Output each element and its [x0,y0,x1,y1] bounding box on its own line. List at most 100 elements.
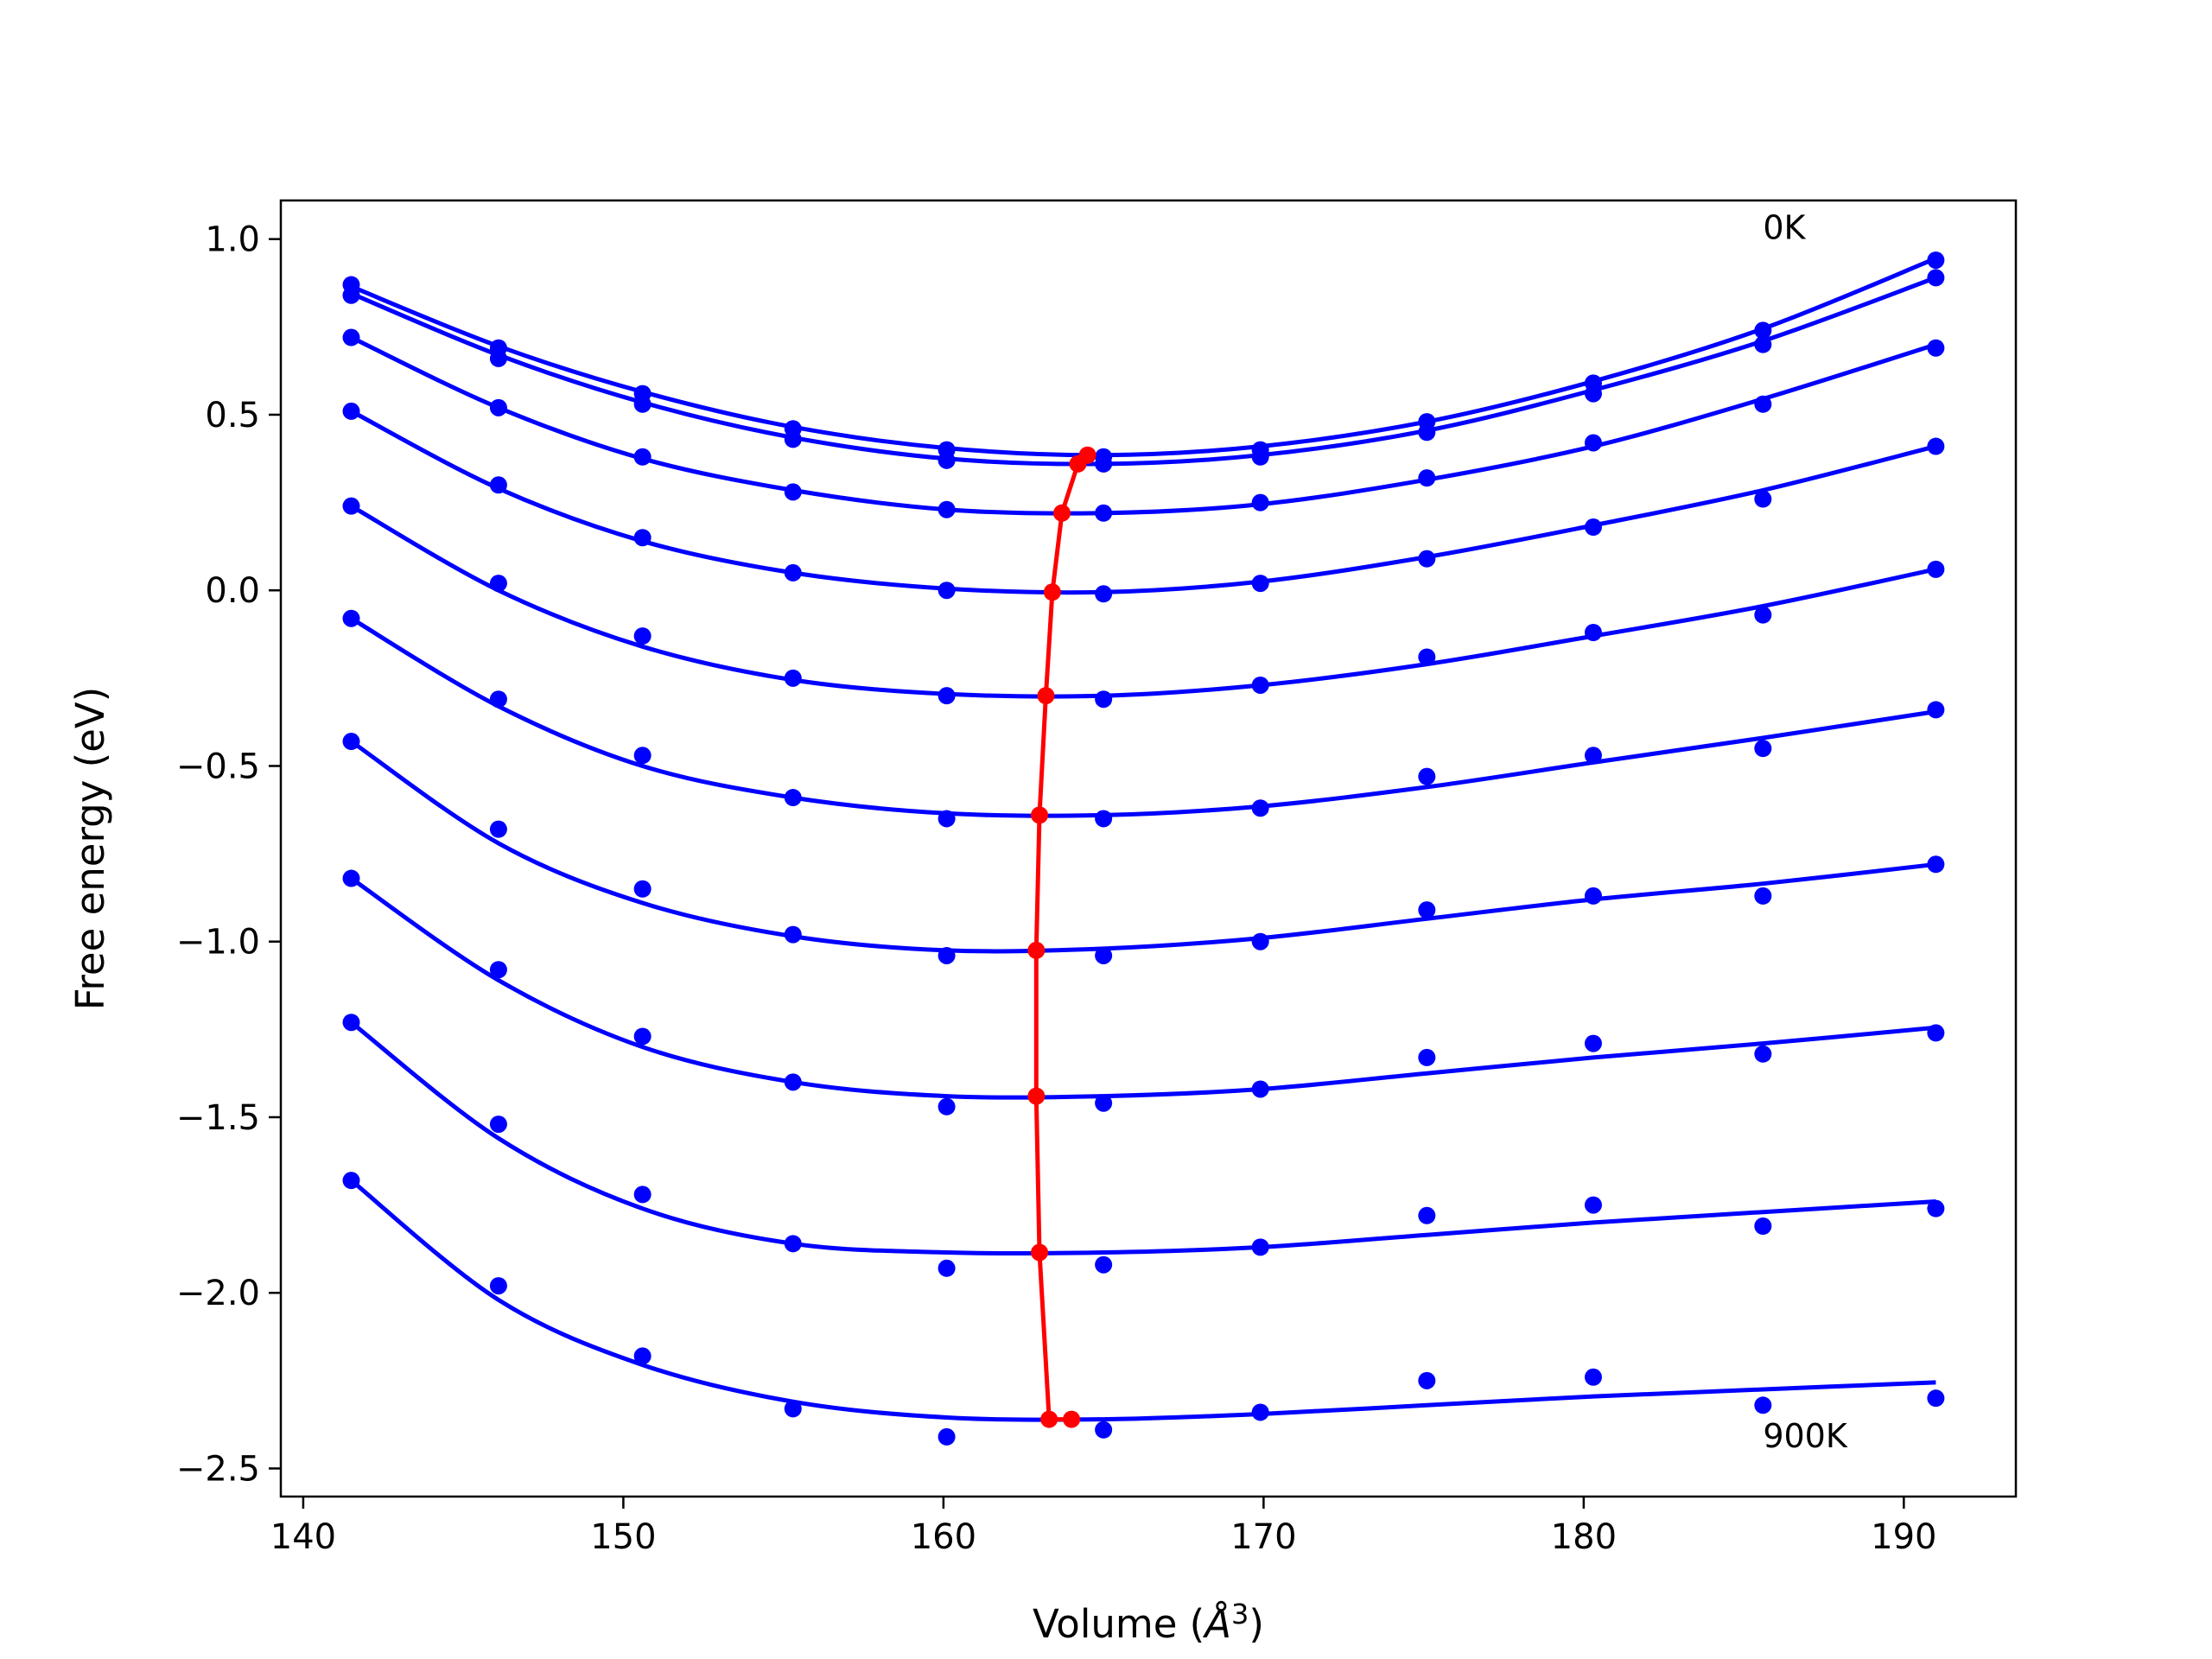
data-point-1-8 [1584,385,1602,403]
series-3 [342,402,1945,603]
data-point-6-3 [784,925,802,944]
data-point-8-10 [1927,1199,1945,1217]
series-6 [342,733,1945,964]
series-8 [342,1014,1945,1277]
minimum-point-5 [1031,806,1049,824]
data-point-9-5 [1095,1421,1113,1439]
data-point-8-5 [1095,1255,1113,1274]
data-point-4-6 [1251,676,1269,694]
data-point-6-4 [938,946,956,964]
series-4 [342,497,1945,709]
data-point-9-9 [1754,1396,1772,1414]
y-tick-label-2: 0.0 [205,571,260,611]
data-point-8-0 [342,1014,360,1032]
data-point-7-7 [1418,1048,1436,1066]
data-point-6-7 [1418,901,1436,919]
minimum-point-3 [1043,583,1061,601]
data-point-8-1 [489,1116,507,1134]
data-point-8-4 [938,1259,956,1277]
data-point-3-4 [938,582,956,600]
data-point-5-9 [1754,740,1772,758]
fit-curve-8 [349,1020,1936,1256]
x-tick-label-0: 140 [270,1517,336,1557]
x-axis-label: Volume (Å3) [1033,1598,1264,1647]
data-point-3-1 [489,476,507,494]
data-point-5-7 [1418,767,1436,785]
minimum-point-1 [1069,454,1087,473]
series-2 [342,328,1945,522]
minimum-point-10 [1063,1410,1081,1428]
data-point-7-6 [1251,1080,1269,1098]
y-tick-label-5: −1.5 [176,1098,260,1138]
data-point-7-2 [633,1027,652,1046]
y-tick-label-0: 1.0 [205,220,260,260]
minimum-point-4 [1037,687,1055,705]
data-point-8-2 [633,1185,652,1204]
annotation-0k: 0K [1763,209,1806,247]
data-point-1-10 [1927,269,1945,287]
data-point-6-2 [633,880,652,898]
minimum-point-9 [1040,1410,1058,1428]
axes-frame [279,199,2018,1498]
data-point-2-7 [1418,469,1436,487]
data-point-9-0 [342,1172,360,1190]
data-point-5-1 [489,690,507,709]
data-point-5-5 [1095,810,1113,828]
minimum-point-7 [1027,1087,1046,1105]
fit-curve-9 [349,1179,1936,1422]
data-point-5-3 [784,789,802,807]
series-7 [342,869,1945,1116]
data-point-5-4 [938,810,956,828]
y-tick-label-4: −1.0 [176,923,260,963]
data-point-0-10 [1927,251,1945,270]
data-point-1-1 [489,349,507,367]
minimum-point-2 [1052,504,1071,522]
y-tick-label-3: −0.5 [176,747,260,786]
data-point-9-2 [633,1347,652,1365]
data-point-8-3 [784,1235,802,1253]
x-axis-label-main: Volume ( [1033,1601,1205,1647]
x-tick-label-5: 190 [1871,1517,1936,1557]
data-point-8-9 [1754,1217,1772,1235]
x-tick-label-1: 150 [590,1517,656,1557]
data-point-1-3 [784,430,802,448]
data-point-3-10 [1927,437,1945,455]
data-point-7-3 [784,1073,802,1091]
data-point-9-6 [1251,1403,1269,1421]
data-point-3-2 [633,529,652,547]
data-point-6-5 [1095,946,1113,964]
data-point-2-10 [1927,339,1945,357]
data-point-2-4 [938,500,956,518]
y-tick-label-6: −2.0 [176,1274,260,1313]
data-point-1-5 [1095,454,1113,473]
data-point-3-3 [784,563,802,582]
data-point-9-10 [1927,1389,1945,1408]
x-tick-label-4: 180 [1551,1517,1617,1557]
data-point-1-9 [1754,335,1772,353]
data-point-9-8 [1584,1368,1602,1386]
minimum-energy-curve [1027,446,1096,1428]
data-point-2-6 [1251,493,1269,512]
y-axis-label: Free energy (eV) [67,687,113,1010]
x-axis-label-close: ) [1249,1601,1264,1647]
minimum-point-8 [1031,1243,1049,1262]
data-point-3-9 [1754,490,1772,508]
data-point-2-3 [784,483,802,501]
data-point-2-0 [342,328,360,346]
data-point-5-8 [1584,747,1602,765]
data-point-9-7 [1418,1371,1436,1389]
data-point-7-1 [489,961,507,979]
data-point-7-5 [1095,1094,1113,1112]
data-point-1-2 [633,395,652,413]
y-tick-label-1: 0.5 [205,396,260,435]
data-point-3-5 [1095,585,1113,603]
x-tick-label-2: 160 [911,1517,976,1557]
data-point-6-9 [1754,887,1772,905]
data-point-7-4 [938,1097,956,1116]
data-point-4-0 [342,497,360,515]
minimum-point-6 [1027,941,1046,959]
x-tick-label-3: 170 [1230,1517,1296,1557]
data-point-4-4 [938,687,956,705]
